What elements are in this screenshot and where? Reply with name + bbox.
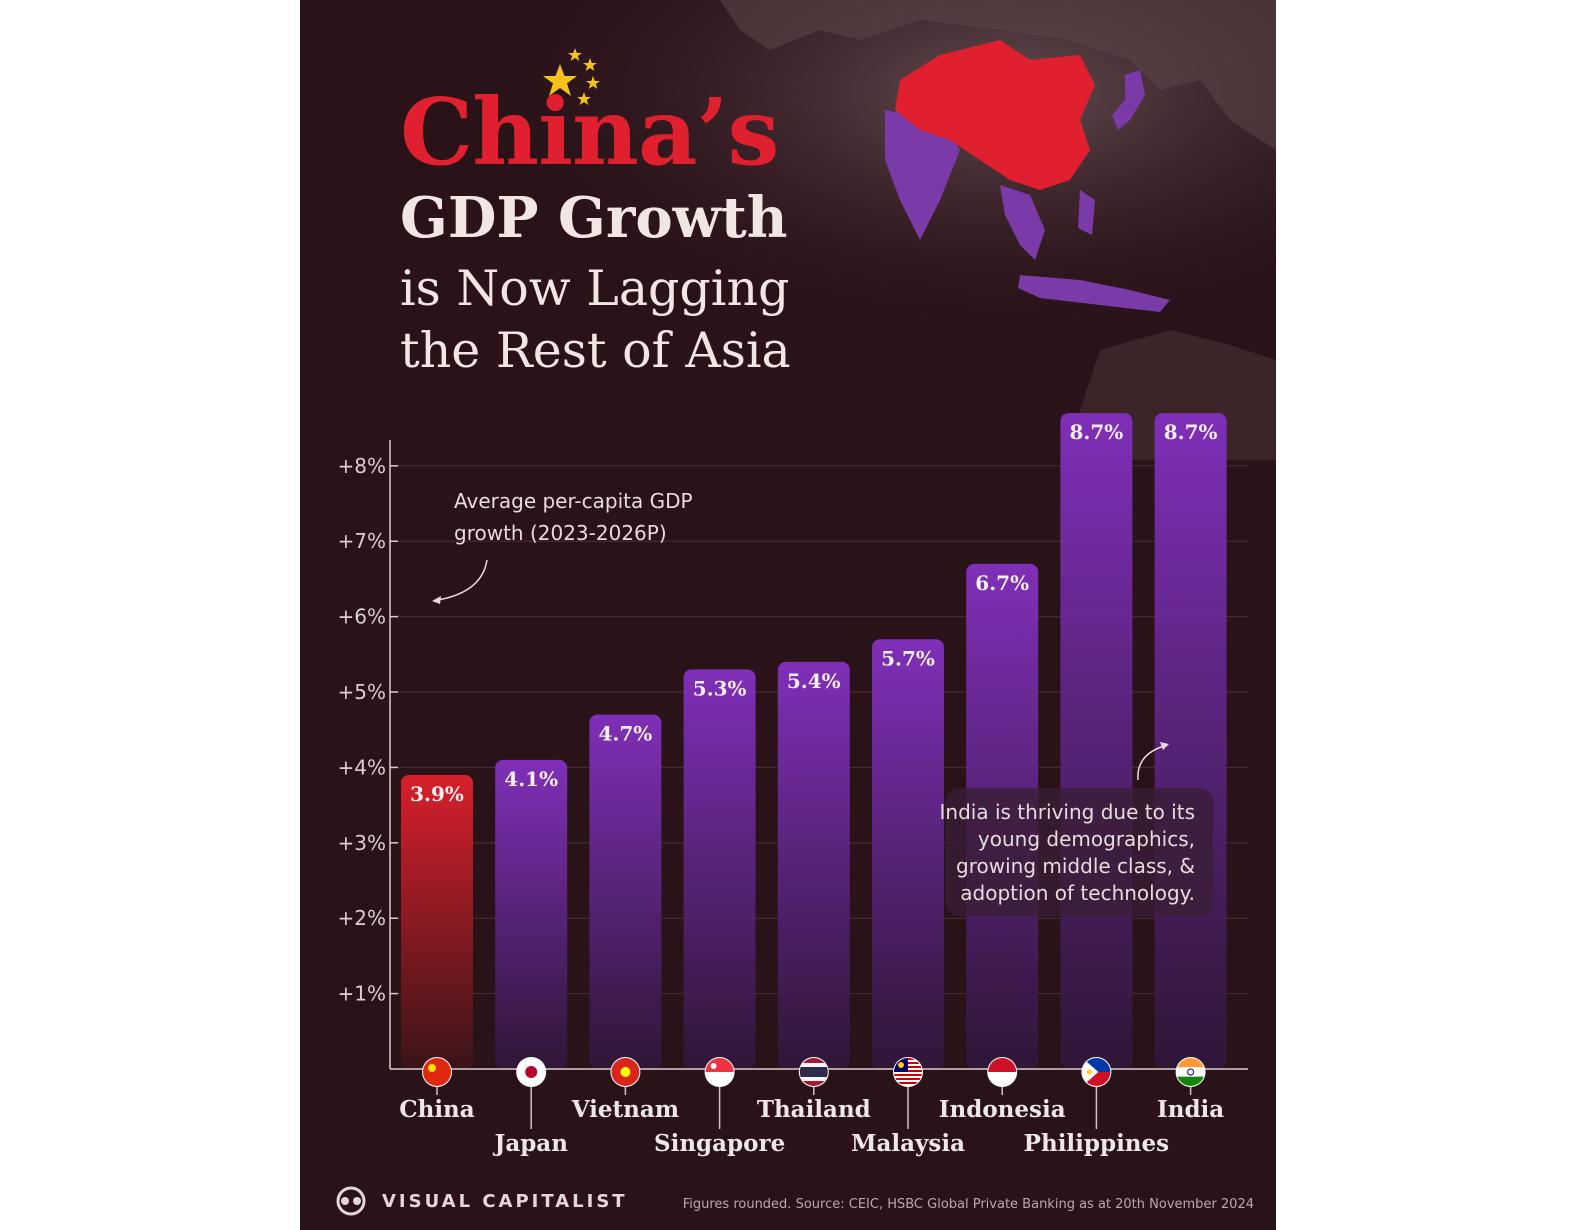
logo-mark-icon [336, 1186, 366, 1216]
bar-value-label: 3.9% [410, 782, 464, 806]
axis-note-line2: growth (2023-2026P) [454, 521, 667, 545]
y-tick-label: +7% [338, 529, 387, 553]
flag-art [1176, 1058, 1205, 1086]
title-gdp-growth: GDP Growth [400, 185, 788, 251]
india-note-line1: India is thriving due to its [940, 800, 1195, 824]
bar-value-label: 6.7% [975, 571, 1029, 595]
category-label-vietnam: Vietnam [571, 1096, 679, 1123]
title-subtitle-line2: the Rest of Asia [400, 322, 791, 379]
title-subtitle-line1: is Now Lagging [400, 260, 790, 317]
bar-philippines [1060, 413, 1133, 1070]
y-tick-label: +5% [338, 680, 387, 704]
flag-art [423, 1058, 451, 1086]
india-note-line2: young demographics, [978, 827, 1195, 851]
map-indonesia [1018, 275, 1170, 312]
india-note-line3: growing middle class, & [956, 854, 1195, 878]
map-india [885, 110, 960, 240]
axis-note-line1: Average per-capita GDP [454, 489, 693, 513]
bar-value-label: 4.7% [598, 722, 652, 746]
asia-map [300, 0, 1276, 460]
visual-capitalist-logo: VISUAL CAPITALIST [330, 1186, 628, 1216]
category-label-thailand: Thailand [757, 1096, 871, 1123]
flag-art [611, 1058, 640, 1086]
bar-vietnam [589, 714, 662, 1069]
arrow-head-icon [432, 596, 441, 604]
arrow-head-icon [1160, 742, 1169, 750]
title-china: China’s [400, 78, 779, 186]
bar-singapore [683, 669, 756, 1069]
bar-value-label: 8.7% [1164, 420, 1218, 444]
map-china [895, 40, 1095, 190]
y-tick-label: +8% [338, 454, 387, 478]
y-tick-label: +1% [338, 982, 387, 1006]
china-stars [543, 48, 600, 105]
bar-india [1154, 413, 1227, 1070]
bar-china [401, 774, 473, 1069]
big-star-icon [543, 64, 577, 96]
bar-malaysia [872, 639, 944, 1069]
category-label-philippines: Philippines [1024, 1130, 1169, 1157]
flag-art [1082, 1058, 1111, 1086]
flag-art [894, 1058, 922, 1084]
map-philippines [1078, 190, 1095, 235]
map-southeast-asia [1000, 185, 1045, 260]
map-japan [1112, 70, 1145, 130]
small-star-icon [577, 92, 591, 105]
bar-japan [495, 759, 568, 1069]
logo-text: VISUAL CAPITALIST [382, 1190, 628, 1212]
infographic-poster: China’s GDP Growth is Now Lagging the Re… [300, 0, 1276, 1230]
india-note-arrow [1137, 745, 1165, 781]
bar-value-label: 8.7% [1069, 420, 1123, 444]
small-star-icon [568, 48, 582, 61]
bar-value-label: 5.3% [693, 676, 747, 700]
flags [422, 1057, 1206, 1129]
india-note-box [945, 788, 1213, 916]
category-label-china: China [399, 1096, 474, 1123]
india-note-line4: adoption of technology. [960, 881, 1195, 905]
category-label-india: India [1157, 1096, 1224, 1123]
bar-value-label: 5.4% [787, 669, 841, 693]
axis-annotation: Average per-capita GDP growth (2023-2026… [432, 489, 693, 604]
flag-art [988, 1058, 1017, 1086]
flag-art [705, 1058, 734, 1086]
category-label-indonesia: Indonesia [939, 1096, 1066, 1123]
india-annotation: India is thriving due to its young demog… [940, 742, 1213, 916]
gdp-bar-chart: 3.9% 4.1% 4.7% 5.3% 5.4% 5.7% 6.7% 8.7% 8.7% +1%… [338, 413, 1248, 1157]
small-star-icon [583, 58, 597, 71]
map-landmass [720, 0, 1276, 150]
axis-note-arrow [437, 559, 488, 601]
category-label-japan: Japan [492, 1130, 568, 1157]
small-star-icon [586, 76, 600, 89]
flag-art [799, 1058, 828, 1086]
bar-value-label: 4.1% [504, 767, 558, 791]
bar-thailand [777, 661, 850, 1069]
source-note: Figures rounded. Source: CEIC, HSBC Glob… [682, 1197, 1254, 1212]
y-tick-label: +6% [338, 605, 387, 629]
flag-art [517, 1058, 546, 1086]
category-label-malaysia: Malaysia [851, 1130, 965, 1157]
category-label-singapore: Singapore [654, 1130, 785, 1157]
y-tick-label: +2% [338, 906, 387, 930]
y-tick-label: +3% [338, 831, 387, 855]
bar-value-label: 5.7% [881, 646, 935, 670]
y-tick-label: +4% [338, 755, 387, 779]
